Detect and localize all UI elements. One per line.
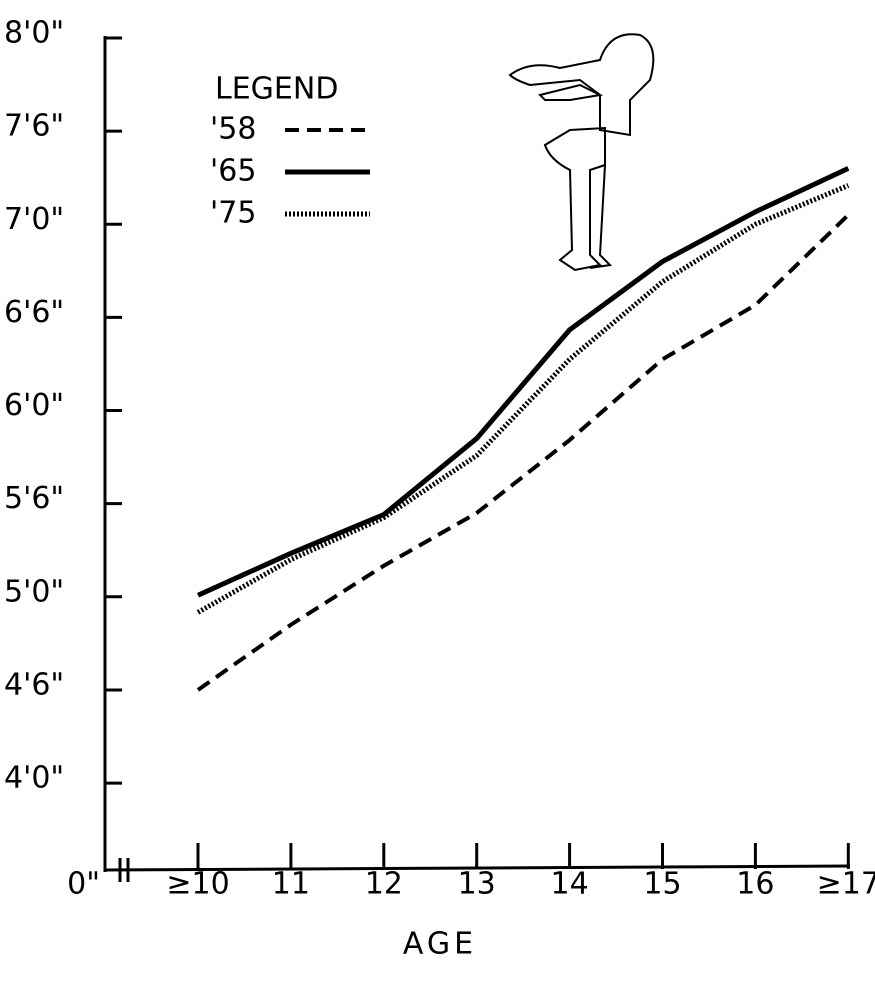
y-tick-label: 6'0" — [4, 388, 64, 423]
y-tick-label: 4'0" — [4, 761, 64, 796]
data-line — [196, 166, 850, 598]
y-tick-label: 6'6" — [4, 295, 64, 330]
x-tick-label: 16 — [736, 867, 774, 902]
y-tick-label: 5'6" — [4, 481, 64, 516]
x-axis-title: AGE — [403, 927, 477, 962]
x-tick-label: 13 — [458, 867, 496, 902]
data-line — [196, 213, 850, 692]
jumper-illustration — [508, 33, 655, 272]
legend-label: '65 — [210, 154, 256, 189]
data-line — [196, 183, 850, 615]
x-tick-label: ≥10 — [166, 867, 229, 902]
legend-label: '75 — [210, 196, 256, 231]
y-tick-label: 5'0" — [4, 574, 64, 609]
x-tick-label: 11 — [272, 867, 310, 902]
y-tick-label: 4'6" — [4, 667, 64, 702]
x-tick-label: 12 — [365, 867, 403, 902]
legend-label: '58 — [210, 112, 256, 147]
y-tick-label: 8'0" — [4, 16, 64, 51]
y-tick-label: 7'0" — [4, 202, 64, 237]
legend-title: LEGEND — [215, 72, 338, 107]
x-tick-label: 14 — [551, 867, 589, 902]
y-tick-label: 7'6" — [4, 109, 64, 144]
origin-label: 0" — [67, 867, 100, 902]
x-tick-label: ≥17 — [817, 867, 875, 902]
x-tick-label: 15 — [643, 867, 681, 902]
